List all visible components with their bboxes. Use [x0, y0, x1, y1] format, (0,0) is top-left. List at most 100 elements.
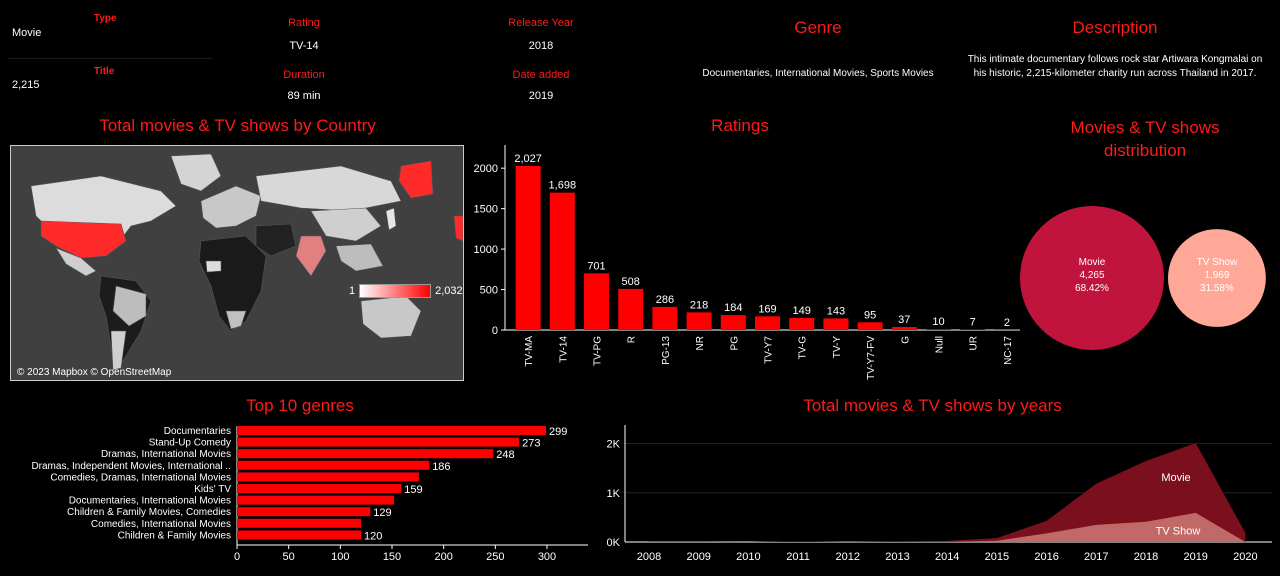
type-label: Type [94, 13, 117, 24]
bar-value-label: 169 [758, 303, 776, 315]
map-attribution[interactable]: © 2023 Mapbox © OpenStreetMap [17, 367, 172, 378]
x-tick-label: TV-Y7-FV [866, 336, 877, 380]
y-tick-label: 1K [607, 488, 621, 500]
duration-label: Duration [283, 69, 325, 81]
bar [584, 273, 609, 330]
bar [891, 327, 917, 330]
duration-value: 89 min [287, 90, 321, 102]
x-tick-label: Null [935, 336, 946, 353]
x-tick-label: 2015 [985, 551, 1009, 563]
genres-title: Top 10 genres [246, 396, 354, 415]
distribution-circle [1020, 206, 1164, 350]
category-label: Children & Family Movies [118, 530, 231, 541]
x-tick-label: TV-14 [558, 336, 569, 363]
x-tick-label: 50 [283, 551, 295, 563]
genre-title: Genre [794, 18, 842, 37]
bar-value-label: 159 [404, 484, 422, 496]
distribution-circle [1168, 229, 1266, 327]
y-tick-label: 0 [492, 325, 498, 337]
map-russia [255, 165, 402, 212]
y-tick-label: 2K [607, 439, 621, 451]
bar [960, 329, 986, 330]
years-title: Total movies & TV shows by years [803, 396, 1062, 415]
ratings-title: Ratings [711, 116, 769, 135]
map-china [310, 207, 382, 242]
title-label: Title [94, 66, 115, 77]
x-tick-label: G [900, 336, 911, 344]
distribution-title: Movies & TV shows distribution [1030, 116, 1260, 162]
genres-chart: 0 50 100 150 200 250 300 Documentaries 299 Stand-… [31, 426, 588, 563]
distribution-label: TV Show [1197, 257, 1238, 268]
distribution-chart: Movie 4,265 68.42% TV Show 1,969 31.58% [1020, 206, 1266, 350]
x-tick-label: 2014 [935, 551, 959, 563]
bar-value-label: 2,027 [514, 153, 542, 165]
date-added-value: 2019 [528, 90, 554, 102]
x-tick-label: R [627, 336, 638, 343]
map-legend: 1 2,032 [349, 284, 463, 298]
bar [755, 316, 780, 330]
bar [720, 315, 746, 330]
bar [515, 165, 541, 330]
bar-value-label: 143 [827, 305, 845, 317]
bar-value-label: 1,698 [549, 180, 577, 192]
area-tv-show [649, 512, 1246, 542]
x-tick-label: 0 [234, 551, 240, 563]
category-label: Kids' TV [194, 484, 231, 495]
title-value: 2,215 [12, 79, 40, 91]
y-tick-label: 0K [607, 537, 621, 549]
divider [8, 58, 213, 59]
bar [823, 318, 849, 330]
x-tick-label: TV-Y7 [764, 336, 775, 364]
x-tick-label: TV-Y [832, 336, 843, 359]
x-tick-label: 2011 [786, 551, 810, 563]
bar [652, 306, 678, 330]
map-australia [360, 295, 422, 339]
x-tick-label: TV-G [798, 336, 809, 360]
category-label: Dramas, Independent Movies, Internationa… [31, 461, 231, 472]
bar [789, 317, 815, 330]
bar [618, 288, 644, 330]
x-tick-label: 2018 [1134, 551, 1158, 563]
y-tick-label: 2000 [474, 163, 498, 175]
bar [237, 530, 361, 540]
world-map-svg [30, 153, 463, 372]
x-tick-label: 2019 [1183, 551, 1207, 563]
x-tick-label: 100 [331, 551, 349, 563]
x-tick-label: 2020 [1233, 551, 1257, 563]
map-brazil [112, 285, 147, 327]
x-tick-label: 2009 [686, 551, 710, 563]
bar-value-label: 10 [932, 316, 944, 328]
map-india[interactable] [295, 235, 327, 277]
distribution-percent: 68.42% [1075, 283, 1109, 294]
map-mexico [55, 247, 97, 277]
distribution-title-line1: Movies & TV shows [1070, 118, 1220, 137]
distribution-value: 4,265 [1079, 270, 1104, 281]
bar-value-label: 37 [898, 314, 910, 326]
country-map[interactable]: 1 2,032 © 2023 Mapbox © OpenStreetMap [10, 145, 464, 381]
map-title: Total movies & TV shows by Country [99, 116, 376, 135]
bar-value-label: 299 [549, 426, 567, 438]
x-tick-label: 2008 [637, 551, 661, 563]
bar [857, 322, 883, 330]
x-tick-label: 2016 [1034, 551, 1058, 563]
area-movie [649, 442, 1246, 542]
bar [237, 472, 419, 482]
distribution-percent: 31.58% [1200, 283, 1234, 294]
x-tick-label: 300 [538, 551, 556, 563]
x-tick-label: 2012 [836, 551, 860, 563]
bar-value-label: 218 [690, 299, 708, 311]
category-label: Documentaries [164, 426, 231, 437]
map-alaska-right [398, 160, 434, 199]
bar [237, 426, 546, 435]
map-usa[interactable] [40, 220, 127, 259]
y-tick-label: 1000 [474, 244, 498, 256]
x-tick-label: 2013 [885, 551, 909, 563]
date-added-label: Date added [512, 69, 570, 81]
bar-value-label: 95 [864, 309, 876, 321]
genre-value: Documentaries, International Movies, Spo… [702, 68, 934, 79]
bar [237, 460, 430, 470]
bar [237, 484, 402, 493]
release-year-value: 2018 [528, 40, 554, 52]
series-label-movie: Movie [1161, 472, 1190, 484]
bar [237, 518, 361, 528]
